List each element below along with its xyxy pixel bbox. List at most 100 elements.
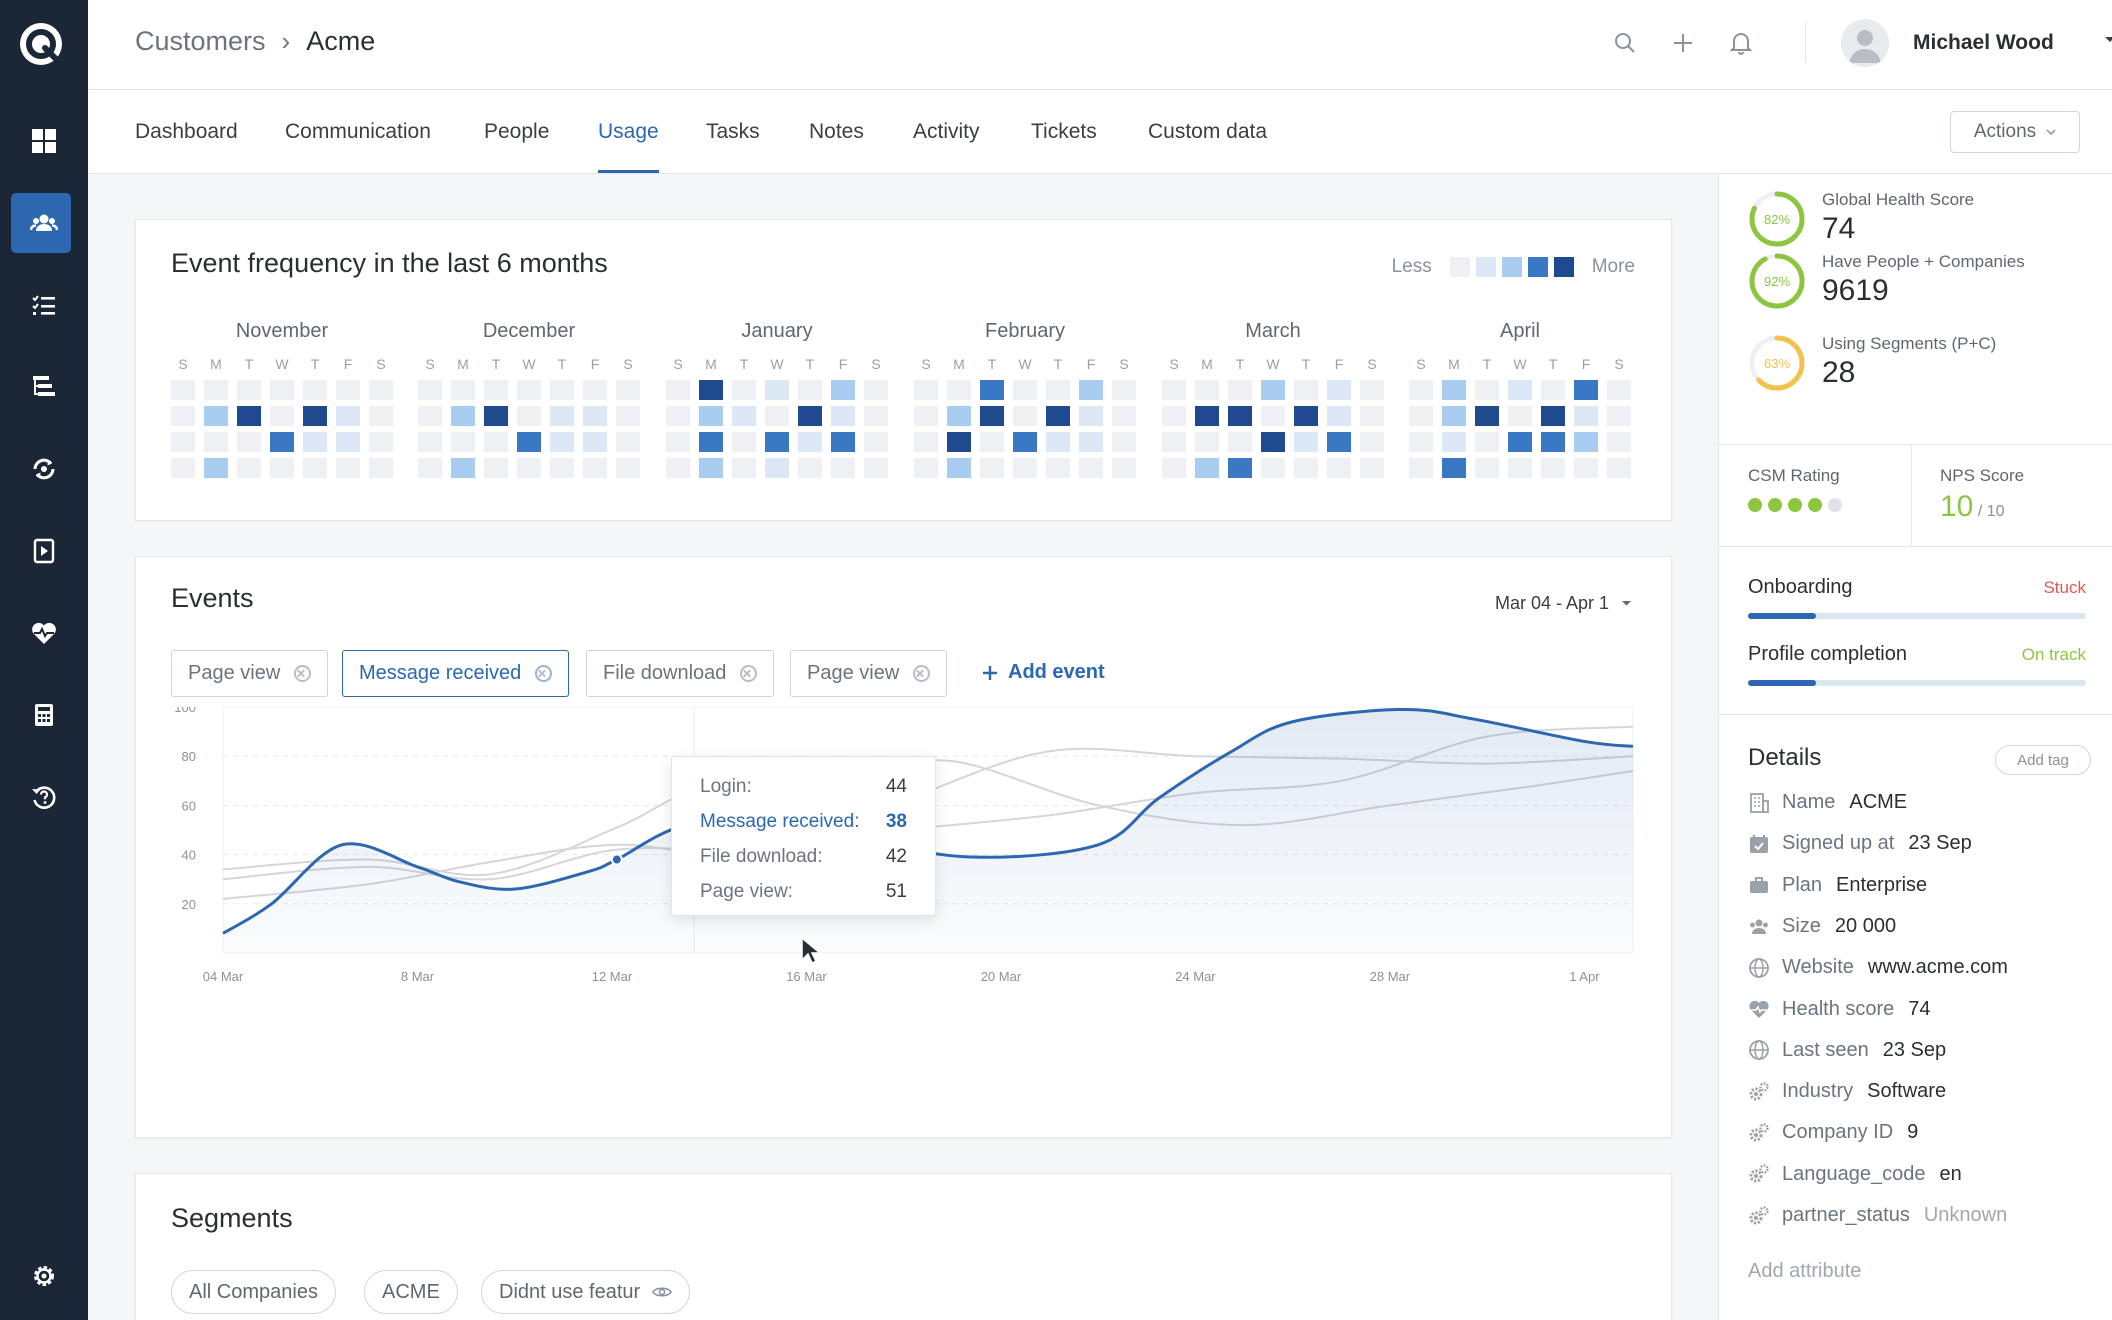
heatmap-cell[interactable]	[1574, 406, 1598, 426]
segment-chip[interactable]: All Companies	[171, 1270, 336, 1314]
detail-row[interactable]: Plan Enterprise	[1748, 874, 1927, 897]
detail-row[interactable]: Website www.acme.com	[1748, 956, 2008, 979]
tab-tasks[interactable]: Tasks	[706, 120, 760, 143]
avatar[interactable]	[1841, 19, 1889, 67]
heatmap-cell[interactable]	[1442, 432, 1466, 452]
add-event-button[interactable]: Add event	[982, 661, 1105, 684]
heatmap-cell[interactable]	[864, 380, 888, 400]
heatmap-cell[interactable]	[980, 458, 1004, 478]
heatmap-cell[interactable]	[1442, 458, 1466, 478]
heatmap-cell[interactable]	[765, 458, 789, 478]
heatmap-cell[interactable]	[336, 432, 360, 452]
heatmap-cell[interactable]	[1112, 458, 1136, 478]
heatmap-cell[interactable]	[336, 406, 360, 426]
heatmap-cell[interactable]	[1195, 380, 1219, 400]
heatmap-cell[interactable]	[369, 406, 393, 426]
heatmap-cell[interactable]	[765, 432, 789, 452]
heatmap-cell[interactable]	[798, 380, 822, 400]
heatmap-cell[interactable]	[369, 432, 393, 452]
tab-notes[interactable]: Notes	[809, 120, 864, 143]
heatmap-cell[interactable]	[1607, 432, 1631, 452]
heatmap-cell[interactable]	[732, 380, 756, 400]
heatmap-cell[interactable]	[1228, 406, 1252, 426]
detail-row[interactable]: Company ID 9	[1748, 1121, 1918, 1144]
remove-icon[interactable]	[294, 665, 312, 682]
heatmap-cell[interactable]	[1046, 458, 1070, 478]
heatmap-cell[interactable]	[1112, 406, 1136, 426]
heatmap-cell[interactable]	[1508, 458, 1532, 478]
heatmap-cell[interactable]	[831, 432, 855, 452]
heatmap-cell[interactable]	[666, 458, 690, 478]
detail-row[interactable]: Name ACME	[1748, 791, 1907, 814]
heatmap-cell[interactable]	[451, 406, 475, 426]
user-name[interactable]: Michael Wood	[1913, 31, 2054, 54]
heatmap-cell[interactable]	[369, 380, 393, 400]
heatmap-cell[interactable]	[1013, 380, 1037, 400]
heatmap-cell[interactable]	[583, 458, 607, 478]
heatmap-cell[interactable]	[699, 432, 723, 452]
heatmap-cell[interactable]	[583, 432, 607, 452]
heatmap-cell[interactable]	[864, 432, 888, 452]
rating-dot[interactable]	[1808, 498, 1822, 512]
progress-onboarding[interactable]: Onboarding Stuck	[1748, 576, 2086, 619]
heatmap-cell[interactable]	[1013, 406, 1037, 426]
heatmap-cell[interactable]	[1475, 406, 1499, 426]
heatmap-cell[interactable]	[666, 380, 690, 400]
heatmap-cell[interactable]	[831, 380, 855, 400]
heatmap-cell[interactable]	[303, 406, 327, 426]
heatmap-cell[interactable]	[1508, 406, 1532, 426]
heatmap-cell[interactable]	[171, 432, 195, 452]
rating-dots[interactable]	[1748, 498, 1842, 512]
detail-row[interactable]: Signed up at 23 Sep	[1748, 832, 1972, 855]
tab-people[interactable]: People	[484, 120, 550, 143]
heatmap-cell[interactable]	[204, 458, 228, 478]
heatmap-cell[interactable]	[1162, 458, 1186, 478]
heatmap-cell[interactable]	[1112, 432, 1136, 452]
heatmap-cell[interactable]	[765, 380, 789, 400]
heatmap-cell[interactable]	[1261, 380, 1285, 400]
heatmap-cell[interactable]	[1607, 406, 1631, 426]
heatmap-cell[interactable]	[1261, 458, 1285, 478]
heatmap-cell[interactable]	[947, 458, 971, 478]
eye-icon[interactable]	[652, 1285, 673, 1299]
heatmap-cell[interactable]	[171, 458, 195, 478]
heatmap-cell[interactable]	[1112, 380, 1136, 400]
heatmap-cell[interactable]	[1195, 432, 1219, 452]
heatmap-cell[interactable]	[237, 458, 261, 478]
heatmap-cell[interactable]	[616, 380, 640, 400]
heatmap-cell[interactable]	[1228, 432, 1252, 452]
heatmap-cell[interactable]	[699, 380, 723, 400]
nav-health[interactable]	[0, 603, 88, 663]
heatmap-cell[interactable]	[1541, 432, 1565, 452]
detail-row[interactable]: Size 20 000	[1748, 915, 1896, 938]
heatmap-cell[interactable]	[418, 406, 442, 426]
heatmap-cell[interactable]	[1541, 406, 1565, 426]
heatmap-cell[interactable]	[517, 458, 541, 478]
heatmap-cell[interactable]	[1327, 432, 1351, 452]
nav-playbooks[interactable]	[0, 521, 88, 581]
remove-icon[interactable]	[535, 665, 553, 682]
heatmap-cell[interactable]	[550, 380, 574, 400]
heatmap-cell[interactable]	[914, 458, 938, 478]
heatmap-cell[interactable]	[583, 406, 607, 426]
heatmap-cell[interactable]	[204, 432, 228, 452]
heatmap-cell[interactable]	[517, 406, 541, 426]
heatmap-cell[interactable]	[336, 380, 360, 400]
heatmap-cell[interactable]	[1327, 406, 1351, 426]
heatmap-cell[interactable]	[517, 380, 541, 400]
notifications-button[interactable]	[1727, 26, 1755, 60]
heatmap-cell[interactable]	[550, 406, 574, 426]
heatmap-cell[interactable]	[484, 432, 508, 452]
heatmap-cell[interactable]	[171, 380, 195, 400]
heatmap-cell[interactable]	[1409, 380, 1433, 400]
heatmap-cell[interactable]	[765, 406, 789, 426]
heatmap-cell[interactable]	[171, 406, 195, 426]
heatmap-cell[interactable]	[1195, 406, 1219, 426]
heatmap-cell[interactable]	[1508, 432, 1532, 452]
heatmap-cell[interactable]	[1607, 458, 1631, 478]
heatmap-cell[interactable]	[270, 432, 294, 452]
heatmap-cell[interactable]	[980, 380, 1004, 400]
health-score-item[interactable]: 82% Global Health Score 74	[1748, 190, 1974, 248]
heatmap-cell[interactable]	[864, 458, 888, 478]
heatmap-cell[interactable]	[914, 406, 938, 426]
